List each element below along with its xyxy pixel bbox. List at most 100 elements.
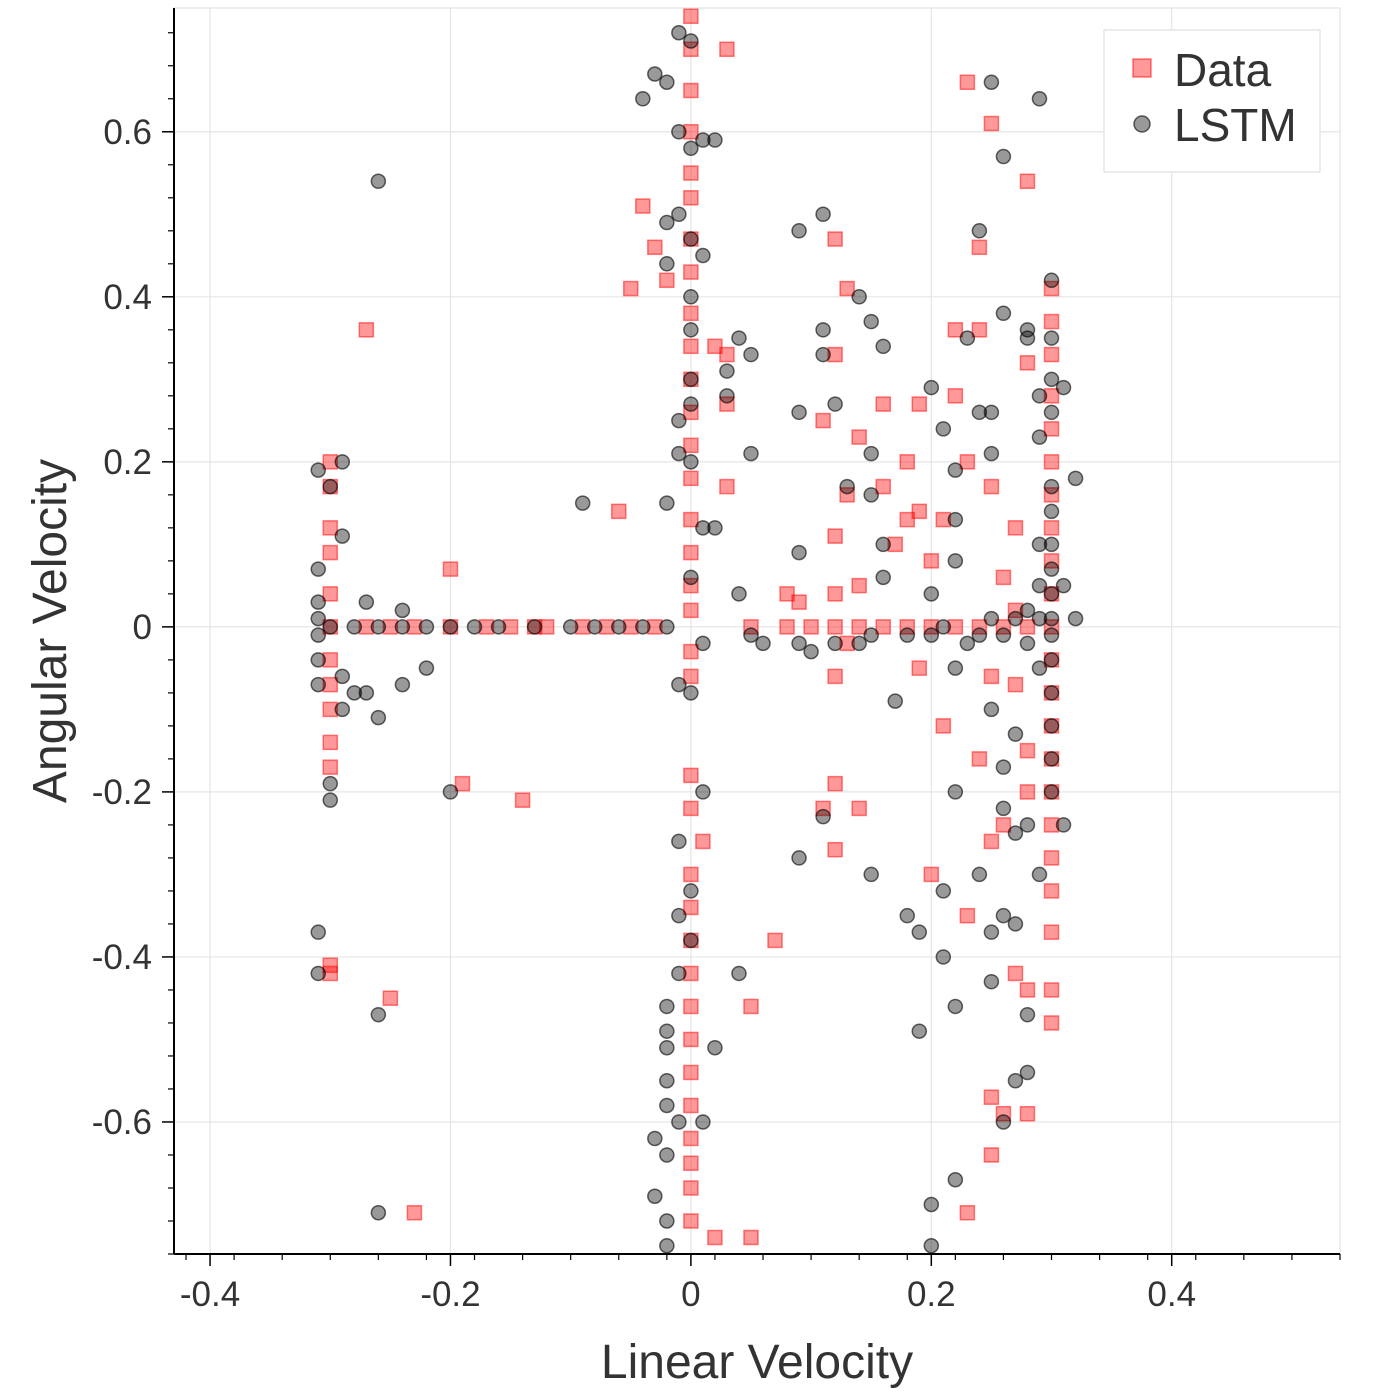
lstm-point [418,660,435,676]
lstm-point [310,676,326,693]
lstm-point [394,676,411,693]
data-point [791,594,807,610]
data-point [851,619,867,635]
data-point [1043,982,1060,998]
data-point [1019,355,1036,371]
legend-label-data: Data [1174,44,1272,96]
lstm-point [983,701,1000,718]
lstm-point [1019,1006,1036,1023]
data-point [1007,676,1024,693]
lstm-point [659,1147,675,1163]
lstm-point [935,883,952,899]
data-point [1043,421,1060,437]
lstm-point [671,412,687,429]
y-tick-label: -0.2 [92,773,152,812]
data-point [322,520,339,536]
data-point [1043,487,1060,503]
lstm-point [370,173,387,190]
lstm-point [983,74,1000,91]
lstm-point [1019,330,1036,346]
lstm-point [683,140,699,157]
data-point [683,305,699,322]
lstm-point [815,322,831,338]
x-tick-label: -0.2 [420,1275,480,1314]
lstm-point [1043,272,1060,289]
lstm-point [1031,536,1048,553]
data-point [322,957,339,973]
data-point [683,577,699,594]
data-point [719,478,735,495]
lstm-point [851,289,867,305]
lstm-point [442,619,459,635]
lstm-point [875,536,891,553]
lstm-point [995,148,1012,165]
lstm-point [1067,610,1084,627]
series-data [322,8,1060,1246]
lstm-point [683,371,699,388]
lstm-point [334,454,351,470]
lstm-point [959,330,976,346]
data-point [719,346,735,363]
lstm-point [695,132,711,148]
lstm-point [1031,577,1048,594]
lstm-point [683,231,699,247]
lstm-point [647,1188,663,1204]
series-lstm [310,25,1084,1254]
lstm-point [1007,726,1024,742]
lstm-point [995,907,1012,924]
lstm-point [322,792,339,808]
lstm-point [935,421,952,437]
lstm-point [1067,470,1084,487]
data-point [827,231,843,247]
lstm-point [346,619,363,635]
data-point [683,1097,699,1114]
data-point [875,619,891,635]
data-point [322,965,339,982]
data-point [983,1089,1000,1105]
data-point [803,619,819,635]
lstm-point [863,445,879,462]
data-point [983,478,1000,495]
lstm-point [394,619,411,635]
lstm-point [995,800,1012,817]
lstm-point [1019,635,1036,652]
data-point [683,1155,699,1171]
lstm-point [310,610,326,627]
lstm-point [755,635,771,652]
data-point [971,239,988,256]
lstm-point [586,619,603,635]
data-point [322,652,339,668]
lstm-point [635,91,651,107]
data-point [995,817,1012,833]
lstm-point [947,511,964,528]
lstm-point [346,685,363,701]
data-point [683,165,699,181]
data-point [623,619,639,635]
lstm-point [659,74,675,91]
data-point [683,866,699,883]
lstm-point [815,346,831,363]
lstm-point [466,619,483,635]
lstm-point [659,495,675,511]
lstm-point [358,685,375,701]
data-point [851,577,867,594]
data-point [683,404,699,421]
lstm-point [1043,784,1060,800]
data-point [1019,1105,1036,1122]
lstm-point [791,404,807,421]
lstm-point [671,1114,687,1130]
x-tick-label: 0.4 [1147,1275,1196,1314]
lstm-point [490,619,507,635]
lstm-point [827,635,843,652]
data-point [683,41,699,58]
lstm-point [659,1039,675,1056]
lstm-point [659,1213,675,1229]
data-point [683,899,699,916]
data-point [875,396,891,412]
lstm-point [731,965,747,982]
data-point [971,322,988,338]
lstm-point [731,586,747,602]
lstm-point [791,850,807,866]
data-point [995,1105,1012,1122]
